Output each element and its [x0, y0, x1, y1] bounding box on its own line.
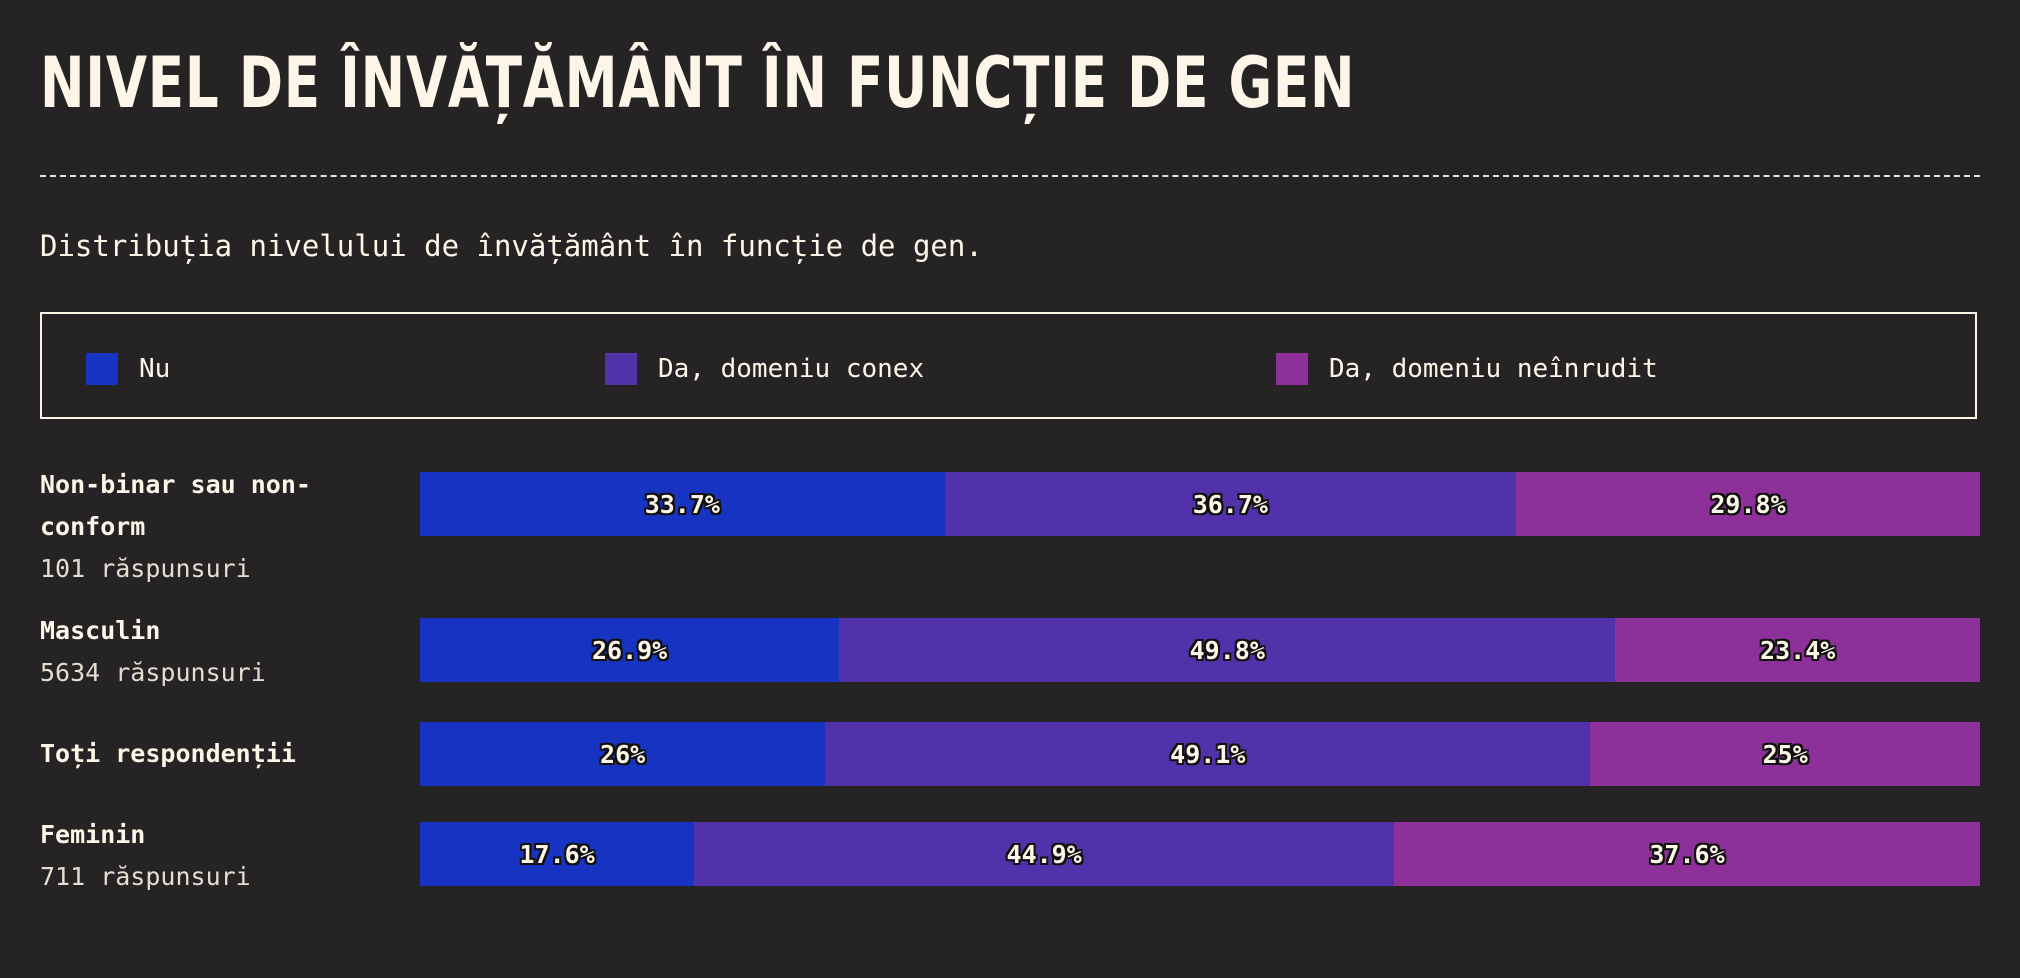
row-label-non-binar: Non-binar sau non-conform 101 răspunsuri: [40, 464, 380, 590]
legend-swatch-neinrudit: [1276, 353, 1308, 385]
data-label: 49.1%: [1170, 739, 1246, 769]
data-label: 25%: [1762, 739, 1808, 769]
chart-title: NIVEL DE ÎNVĂȚĂMÂNT ÎN FUNCȚIE DE GEN: [40, 42, 1356, 124]
legend-item-conex: Da, domeniu conex: [605, 353, 924, 385]
legend-item-nu: Nu: [86, 353, 170, 385]
data-label: 23.4%: [1760, 635, 1836, 665]
legend-label-neinrudit: Da, domeniu neînrudit: [1329, 354, 1658, 384]
row-label-masculin: Masculin 5634 răspunsuri: [40, 610, 380, 694]
bar-row-toti-respondentii: 26% 49.1% 25%: [420, 722, 1980, 786]
row-label-toti-respondentii: Toți respondenții: [40, 733, 380, 775]
legend-item-neinrudit: Da, domeniu neînrudit: [1276, 353, 1658, 385]
bar-segment-neinrudit: 25%: [1590, 722, 1980, 786]
data-label: 49.8%: [1189, 635, 1265, 665]
title-divider: [40, 175, 1980, 177]
row-label-feminin: Feminin 711 răspunsuri: [40, 814, 380, 898]
data-label: 17.6%: [519, 839, 595, 869]
data-label: 29.8%: [1710, 489, 1786, 519]
bar-row-masculin: 26.9% 49.8% 23.4%: [420, 618, 1980, 682]
data-label: 37.6%: [1649, 839, 1725, 869]
bar-segment-nu: 33.7%: [420, 472, 945, 536]
response-count: 101 răspunsuri: [40, 554, 251, 583]
legend-label-nu: Nu: [139, 354, 171, 384]
bar-segment-neinrudit: 23.4%: [1615, 618, 1980, 682]
legend-swatch-nu: [86, 353, 118, 385]
group-name: Toți respondenții: [40, 739, 296, 768]
bar-segment-nu: 26%: [420, 722, 826, 786]
bar-segment-conex: 49.8%: [839, 618, 1616, 682]
chart-subtitle: Distribuția nivelului de învățământ în f…: [40, 229, 983, 263]
legend-label-conex: Da, domeniu conex: [658, 354, 925, 384]
bar-segment-neinrudit: 37.6%: [1394, 822, 1980, 886]
bar-segment-neinrudit: 29.8%: [1516, 472, 1980, 536]
group-name: Feminin: [40, 820, 146, 849]
response-count: 711 răspunsuri: [40, 862, 251, 891]
group-name: Non-binar sau non-conform: [40, 470, 311, 541]
bar-segment-nu: 26.9%: [420, 618, 840, 682]
data-label: 36.7%: [1192, 489, 1268, 519]
data-label: 33.7%: [644, 489, 720, 519]
data-label: 26%: [600, 739, 646, 769]
response-count: 5634 răspunsuri: [40, 658, 266, 687]
data-label: 26.9%: [591, 635, 668, 665]
bar-row-non-binar: 33.7% 36.7% 29.8%: [420, 472, 1980, 536]
bar-segment-conex: 49.1%: [825, 722, 1591, 786]
legend-swatch-conex: [605, 353, 637, 385]
data-label: 44.9%: [1006, 839, 1082, 869]
group-name: Masculin: [40, 616, 161, 645]
legend: Nu Da, domeniu conex Da, domeniu neînrud…: [40, 312, 1977, 419]
bar-segment-nu: 17.6%: [420, 822, 695, 886]
bar-row-feminin: 17.6% 44.9% 37.6%: [420, 822, 1980, 886]
bar-segment-conex: 44.9%: [694, 822, 1395, 886]
bar-segment-conex: 36.7%: [944, 472, 1517, 536]
